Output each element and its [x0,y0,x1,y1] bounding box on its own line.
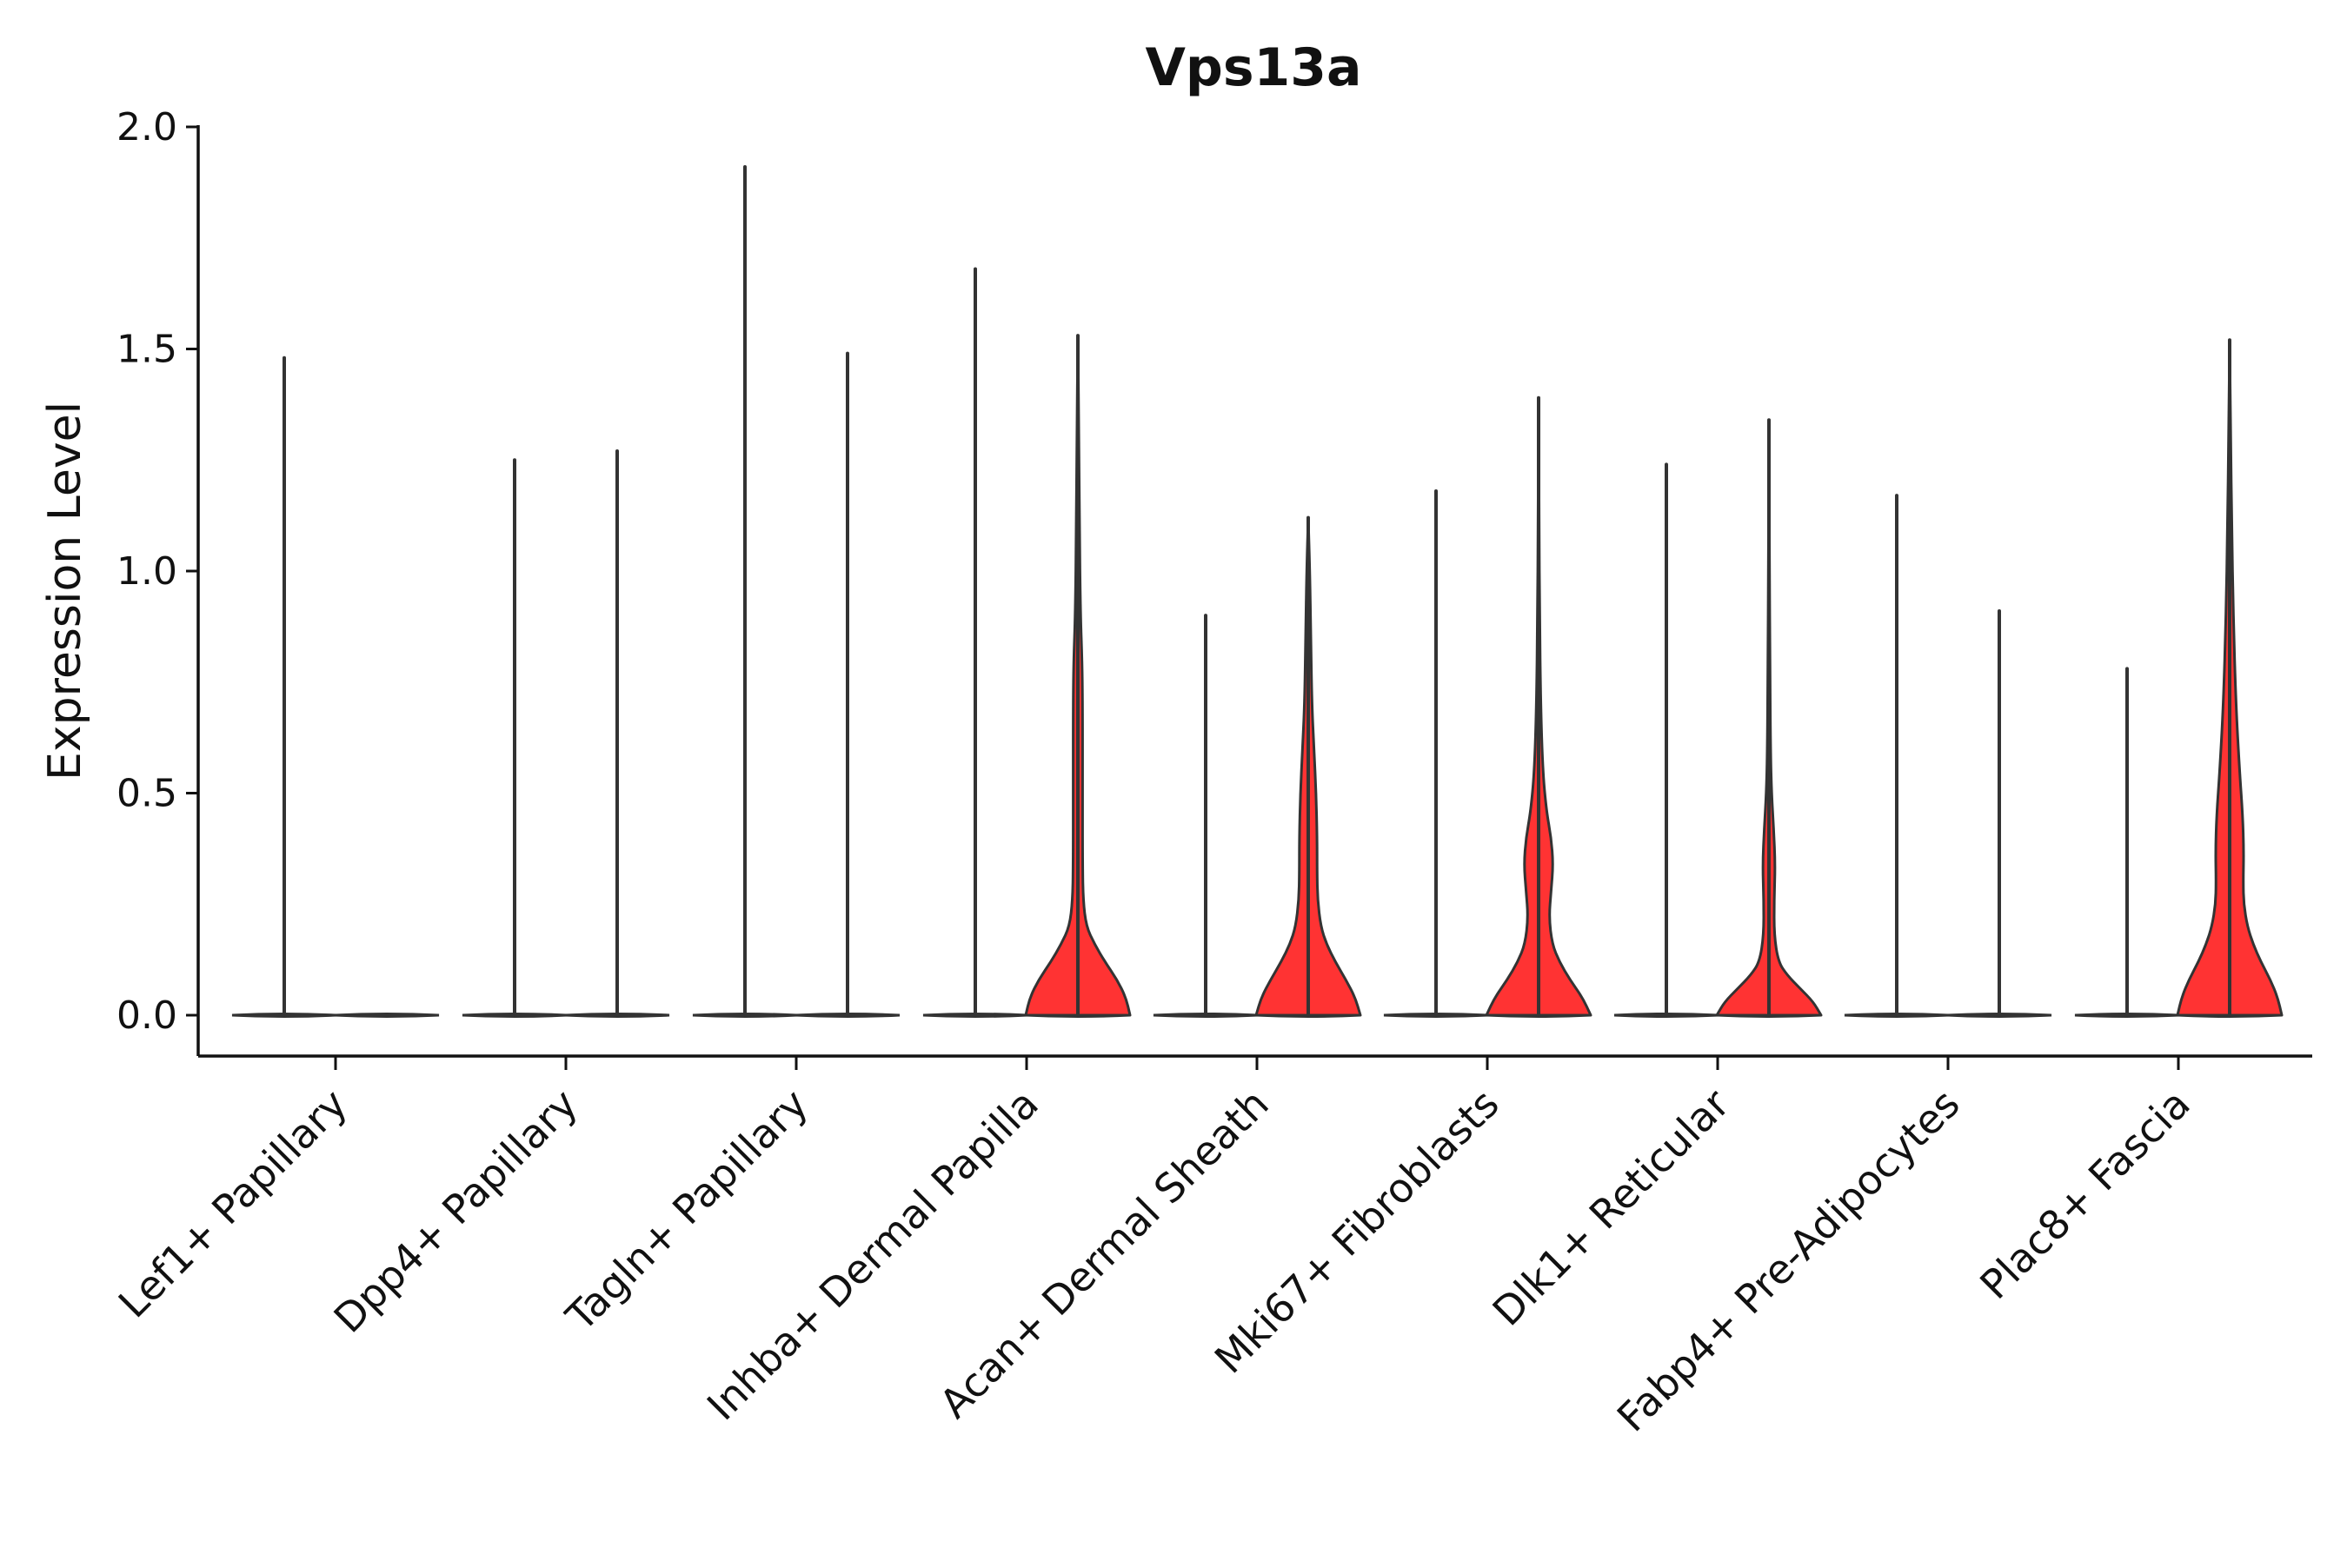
plot-area [231,164,2284,1018]
violin-baseline [795,1013,901,1018]
y-tick-label: 1.5 [116,328,177,372]
x-tick-label: Plac8+ Fascia [1971,1080,2198,1308]
y-tick-label: 0.0 [116,993,177,1038]
violin-baseline [1946,1013,2052,1018]
chart-title: Vps13a [1145,37,1361,98]
y-tick-label: 1.0 [116,549,177,594]
y-axis-title: Expression Level [39,402,91,781]
violin-baseline [564,1013,670,1018]
x-tick-label: Dlk1+ Reticular [1484,1080,1739,1335]
x-tick-label: Lef1+ Papillary [110,1080,356,1327]
y-tick-label: 2.0 [116,105,177,149]
x-tick-label: Dpp4+ Papillary [325,1080,587,1342]
x-tick-label: Tagln+ Papillary [556,1080,817,1341]
violin-baseline [334,1013,440,1018]
y-tick-label: 0.5 [116,772,177,816]
